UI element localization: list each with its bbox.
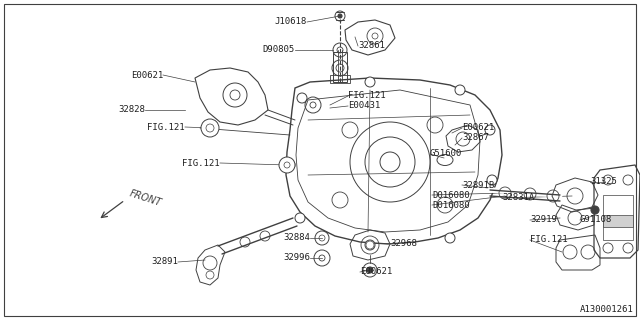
Text: 32831A: 32831A [502,194,534,203]
Bar [333,52,347,82]
Text: E00431: E00431 [348,101,380,110]
Text: 32867: 32867 [462,133,489,142]
Text: FIG.121: FIG.121 [530,236,568,244]
Text: E00621: E00621 [131,70,163,79]
Circle shape [365,240,375,250]
Circle shape [485,125,495,135]
Bar [330,75,350,83]
Circle shape [591,206,599,214]
Text: FIG.121: FIG.121 [147,123,185,132]
Text: J10618: J10618 [275,18,307,27]
Circle shape [487,175,497,185]
Text: E00621: E00621 [360,268,392,276]
Text: 31325: 31325 [590,178,617,187]
Text: FRONT: FRONT [128,188,163,208]
Text: D016080: D016080 [432,201,470,210]
Text: FIG.121: FIG.121 [182,158,220,167]
Text: 32919: 32919 [530,215,557,225]
Circle shape [445,233,455,243]
Circle shape [365,77,375,87]
Circle shape [297,93,307,103]
Circle shape [279,157,295,173]
Text: E00621: E00621 [462,124,494,132]
Text: D016080: D016080 [432,190,470,199]
Circle shape [367,267,373,273]
Bar [603,195,633,240]
Text: 32861: 32861 [358,42,385,51]
Circle shape [338,14,342,18]
Text: D90805: D90805 [263,45,295,54]
Circle shape [201,119,219,137]
Text: 32996: 32996 [283,253,310,262]
Bar [603,215,633,227]
Circle shape [455,85,465,95]
Text: A130001261: A130001261 [580,305,634,314]
Text: 32891B: 32891B [462,180,494,189]
Text: G51600: G51600 [430,149,462,158]
Circle shape [285,160,295,170]
Circle shape [295,213,305,223]
Text: 32968: 32968 [390,238,417,247]
Text: 32828: 32828 [118,106,145,115]
Text: G91108: G91108 [580,215,612,225]
Text: FIG.121: FIG.121 [348,92,386,100]
Text: 32891: 32891 [151,258,178,267]
Text: 32884: 32884 [283,234,310,243]
